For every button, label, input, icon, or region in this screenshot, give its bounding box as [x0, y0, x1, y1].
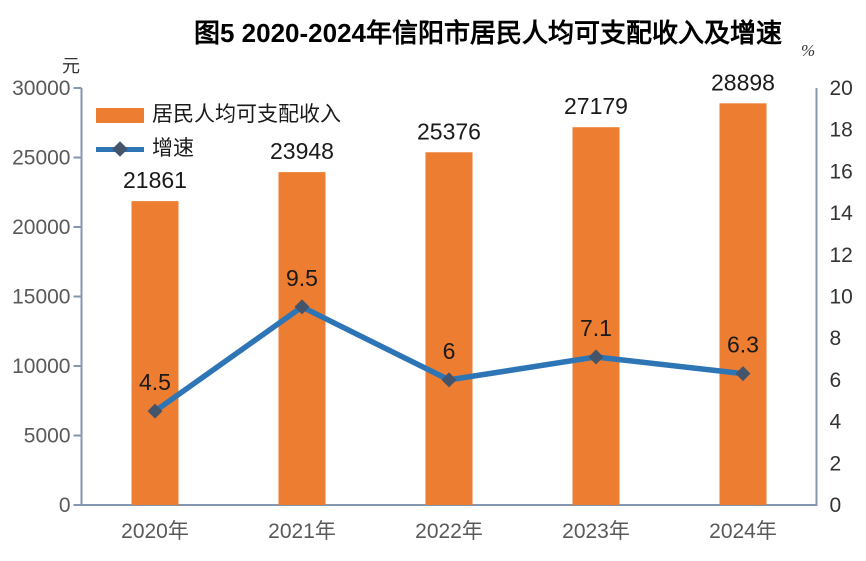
income-bar: [131, 201, 179, 506]
income-value-label: 23948: [270, 138, 334, 164]
growth-marker-icon: [441, 372, 457, 388]
category-label: 2023年: [562, 520, 630, 543]
right-axis-tick-label: 4: [830, 411, 842, 434]
left-axis-tick-label: 10000: [12, 355, 70, 378]
income-bar: [572, 127, 620, 505]
income-bar-swatch-icon: [96, 107, 144, 123]
right-axis-tick-label: 2: [830, 452, 842, 475]
growth-marker-icon: [147, 403, 163, 419]
growth-marker-icon: [294, 299, 310, 315]
left-axis-tick-label: 5000: [24, 425, 71, 448]
right-axis-tick-label: 8: [830, 327, 842, 350]
right-axis-tick-label: 20: [830, 77, 853, 100]
legend: 居民人均可支配收入 增速: [96, 104, 341, 160]
income-value-label: 21861: [123, 167, 187, 193]
right-axis-tick-label: 10: [830, 286, 853, 309]
growth-value-label: 7.1: [580, 315, 612, 341]
right-axis-tick-label: 16: [830, 160, 853, 183]
category-label: 2022年: [415, 520, 483, 543]
right-axis-tick-label: 14: [830, 202, 854, 225]
legend-item-growth: 增速: [96, 138, 341, 160]
category-label: 2024年: [709, 520, 777, 543]
income-legend-label: 居民人均可支配收入: [152, 103, 341, 126]
diamond-marker-icon: [112, 141, 128, 157]
legend-item-income: 居民人均可支配收入: [96, 104, 341, 126]
income-bar: [278, 172, 326, 505]
chart-title: 图5 2020-2024年信阳市居民人均可支配收入及增速: [193, 18, 783, 48]
growth-legend-label: 增速: [152, 137, 194, 160]
right-axis-unit-label: %: [801, 41, 816, 60]
growth-value-label: 6: [443, 338, 456, 364]
growth-marker-icon: [588, 349, 604, 365]
right-axis-tick-label: 18: [830, 119, 853, 142]
left-axis-tick-label: 30000: [12, 77, 70, 100]
income-value-label: 28898: [711, 69, 775, 95]
left-axis-tick-label: 15000: [12, 286, 70, 309]
growth-marker-icon: [735, 366, 751, 382]
growth-value-label: 9.5: [286, 265, 318, 291]
income-value-label: 27179: [564, 93, 628, 119]
left-axis-tick-label: 0: [59, 494, 71, 517]
income-value-label: 25376: [417, 118, 481, 144]
right-axis-tick-label: 0: [830, 494, 842, 517]
left-axis-tick-label: 20000: [12, 216, 70, 239]
right-axis-tick-label: 12: [830, 244, 853, 267]
income-bar: [719, 103, 767, 505]
income-bar: [425, 152, 473, 505]
right-axis-tick-label: 6: [830, 369, 842, 392]
growth-line-swatch-icon: [96, 141, 144, 157]
category-label: 2021年: [268, 520, 336, 543]
growth-value-label: 4.5: [139, 369, 171, 395]
category-label: 2020年: [121, 520, 189, 543]
left-axis-tick-label: 25000: [12, 147, 70, 170]
left-axis-unit-label: 元: [62, 56, 80, 76]
growth-value-label: 6.3: [727, 332, 759, 358]
